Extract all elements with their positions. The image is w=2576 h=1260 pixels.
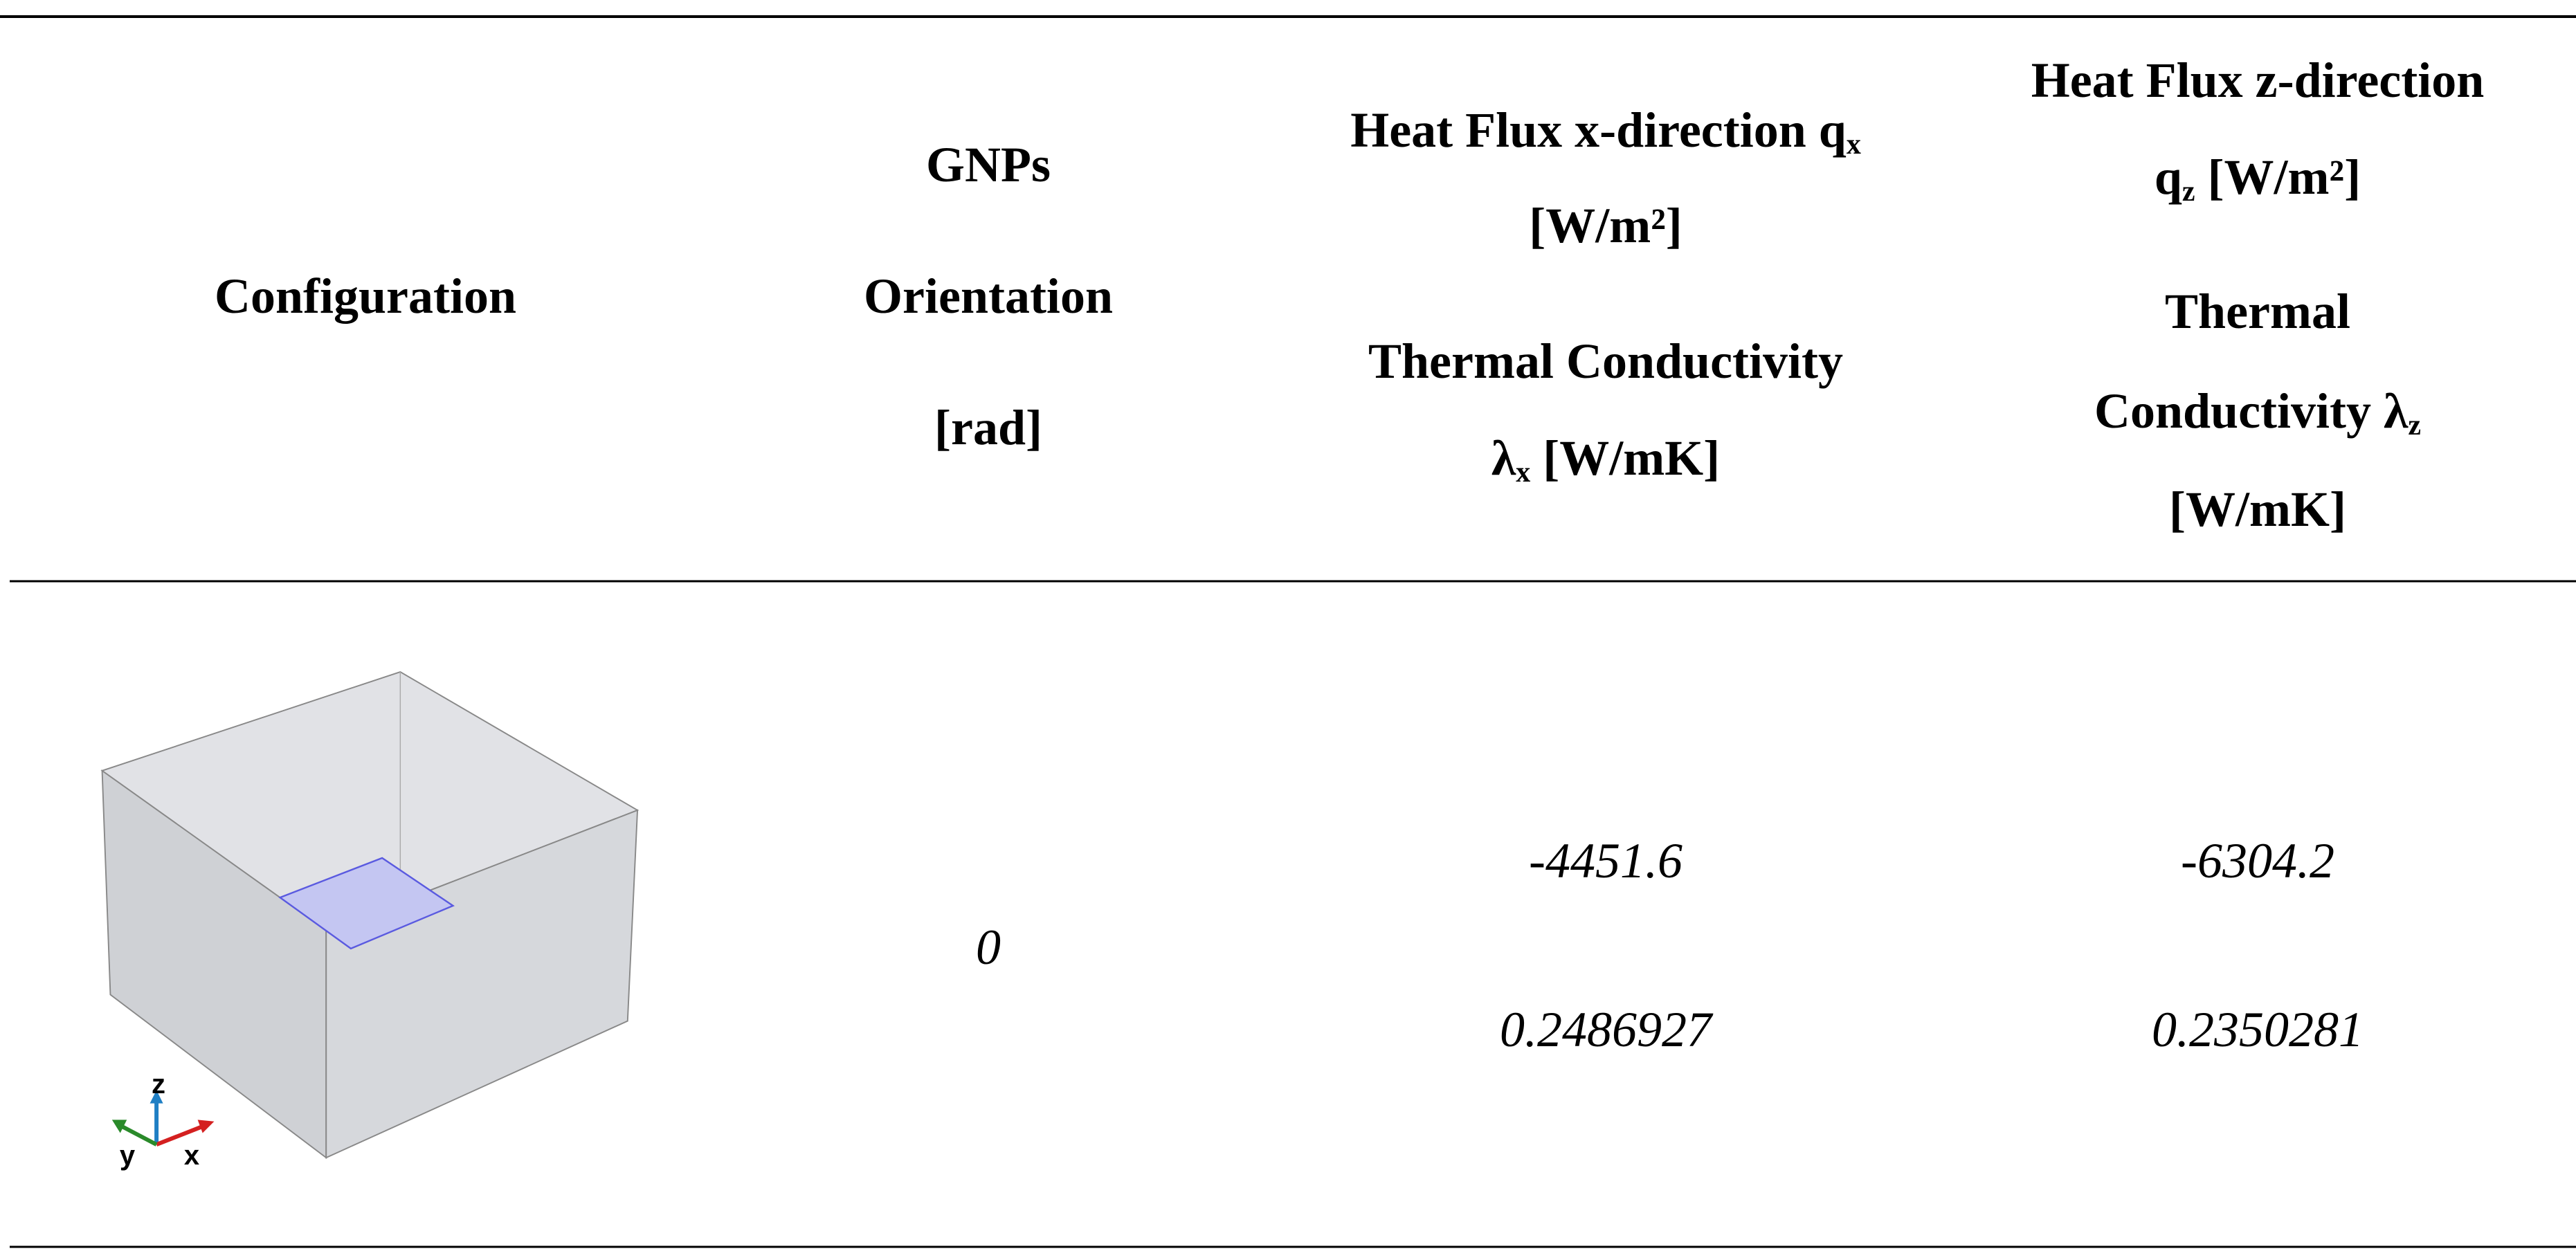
header-text: Thermal Conductivity: [1368, 334, 1843, 389]
orientation: 0: [976, 920, 1001, 975]
conductivity-z: 0.2350281: [2152, 1002, 2364, 1057]
header-line: [W/m²]: [1529, 198, 1682, 253]
subscript: x: [1847, 129, 1861, 161]
header-text: [W/mK]: [1530, 430, 1720, 486]
header-text: Thermal: [2165, 284, 2350, 339]
header-line: Heat Flux z-direction: [2031, 53, 2485, 108]
subscript: x: [1516, 457, 1530, 489]
header-line: GNPs: [926, 137, 1051, 192]
header-line: Configuration: [215, 268, 516, 324]
header-line: Conductivity λz: [2094, 383, 2421, 441]
header-text: [W/mK]: [2169, 482, 2346, 537]
header-line: Thermal Conductivity: [1368, 334, 1843, 389]
header-text: GNPs: [926, 137, 1051, 192]
header-text: Orientation: [864, 268, 1113, 324]
header-text: Conductivity λ: [2094, 383, 2409, 439]
header-text: q: [2155, 149, 2182, 205]
header-line: Heat Flux x-direction qx: [1350, 102, 1861, 161]
header-line: [rad]: [934, 400, 1042, 455]
x-axis: [156, 1124, 203, 1147]
z-arrow: [149, 1090, 163, 1104]
axis-label: z: [152, 1069, 165, 1099]
header-text: Configuration: [215, 268, 516, 324]
header-text: λ: [1491, 430, 1516, 486]
header-text: Heat Flux z-direction: [2031, 53, 2485, 108]
subscript: z: [2182, 176, 2195, 208]
heat-flux-z: -6304.2: [2181, 833, 2334, 888]
subscript: z: [2408, 410, 2421, 441]
header-text: Heat Flux x-direction q: [1350, 102, 1847, 158]
header-text: [W/m²]: [1529, 198, 1682, 253]
box-right: [325, 809, 639, 1159]
y-axis: [120, 1124, 158, 1147]
header-line: qz [W/m²]: [2155, 149, 2361, 208]
gnp-plate: [278, 857, 455, 950]
header-text: [rad]: [934, 400, 1042, 455]
axis-label: y: [120, 1140, 136, 1171]
axis-label: x: [184, 1140, 199, 1171]
x-arrow: [197, 1120, 215, 1133]
heat-flux-x: -4451.6: [1529, 833, 1682, 888]
configuration-image: [100, 671, 640, 1160]
conductivity-x: 0.2486927: [1500, 1002, 1714, 1057]
header-line: Thermal: [2165, 284, 2350, 339]
header-line: λx [W/mK]: [1491, 430, 1720, 489]
header-line: Orientation: [864, 268, 1113, 324]
header-line: [W/mK]: [2169, 482, 2346, 537]
header-text: [W/m²]: [2195, 149, 2361, 205]
y-arrow: [111, 1120, 127, 1133]
